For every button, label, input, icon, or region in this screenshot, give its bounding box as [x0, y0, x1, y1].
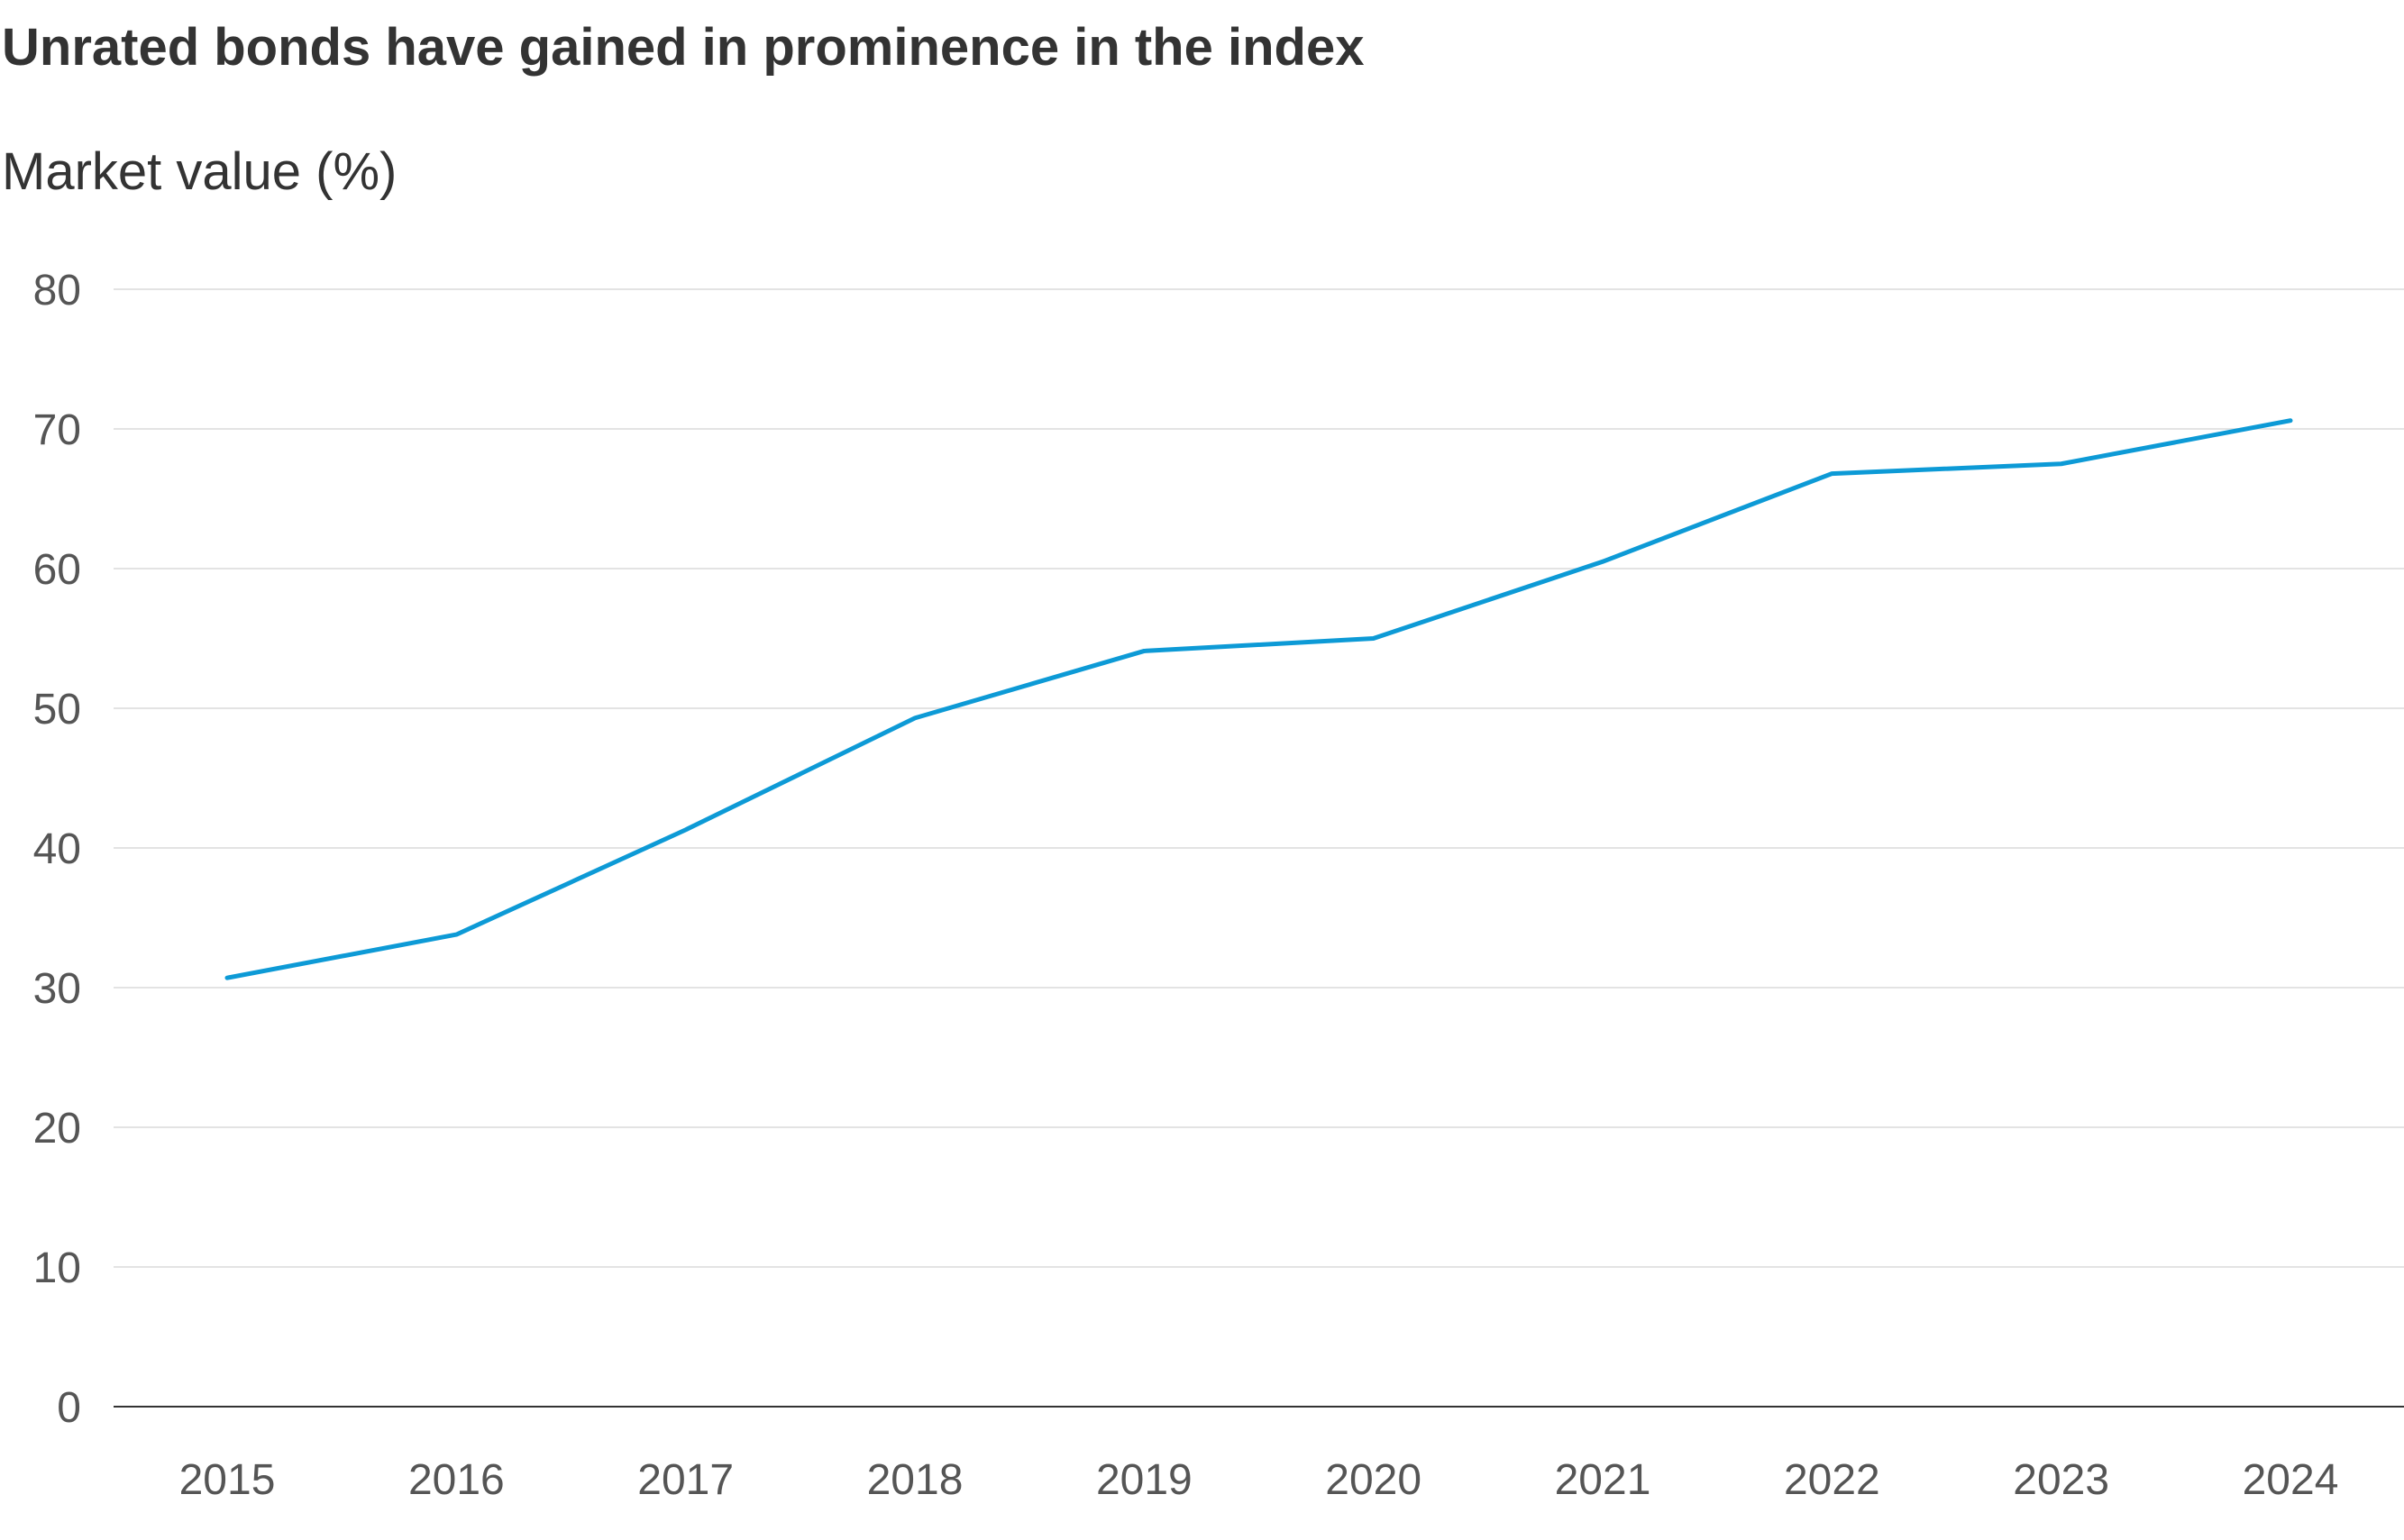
- y-tick-label: 70: [33, 406, 81, 454]
- y-tick-label: 10: [33, 1244, 81, 1292]
- y-tick-label: 20: [33, 1105, 81, 1153]
- y-tick-label: 0: [57, 1384, 81, 1432]
- series-line: [224, 418, 2293, 980]
- x-tick-label: 2016: [408, 1456, 505, 1504]
- chart-title: Unrated bonds have gained in prominence …: [2, 18, 1364, 77]
- x-tick-label: 2024: [2243, 1456, 2339, 1504]
- gridlines: [114, 288, 2404, 1408]
- x-tick-label: 2022: [1784, 1456, 1880, 1504]
- x-tick-label: 2015: [179, 1456, 276, 1504]
- x-tick-label: 2017: [637, 1456, 734, 1504]
- x-tick-label: 2021: [1555, 1456, 1651, 1504]
- y-tick-labels: 0 10 20 30 40 50 60 70 80: [33, 267, 81, 1432]
- x-tick-label: 2018: [867, 1456, 964, 1504]
- x-tick-label: 2019: [1096, 1456, 1193, 1504]
- y-tick-label: 40: [33, 825, 81, 873]
- series: [224, 418, 2293, 980]
- x-tick-label: 2020: [1325, 1456, 1421, 1504]
- y-axis-label: Market value (%): [2, 142, 397, 201]
- y-tick-label: 50: [33, 686, 81, 734]
- y-tick-label: 30: [33, 965, 81, 1013]
- x-tick-labels: 2015 2016 2017 2018 2019 2020 2021 2022 2023 2024: [179, 1456, 2339, 1504]
- x-tick-label: 2023: [2013, 1456, 2109, 1504]
- y-tick-label: 60: [33, 546, 81, 594]
- y-tick-label: 80: [33, 267, 81, 314]
